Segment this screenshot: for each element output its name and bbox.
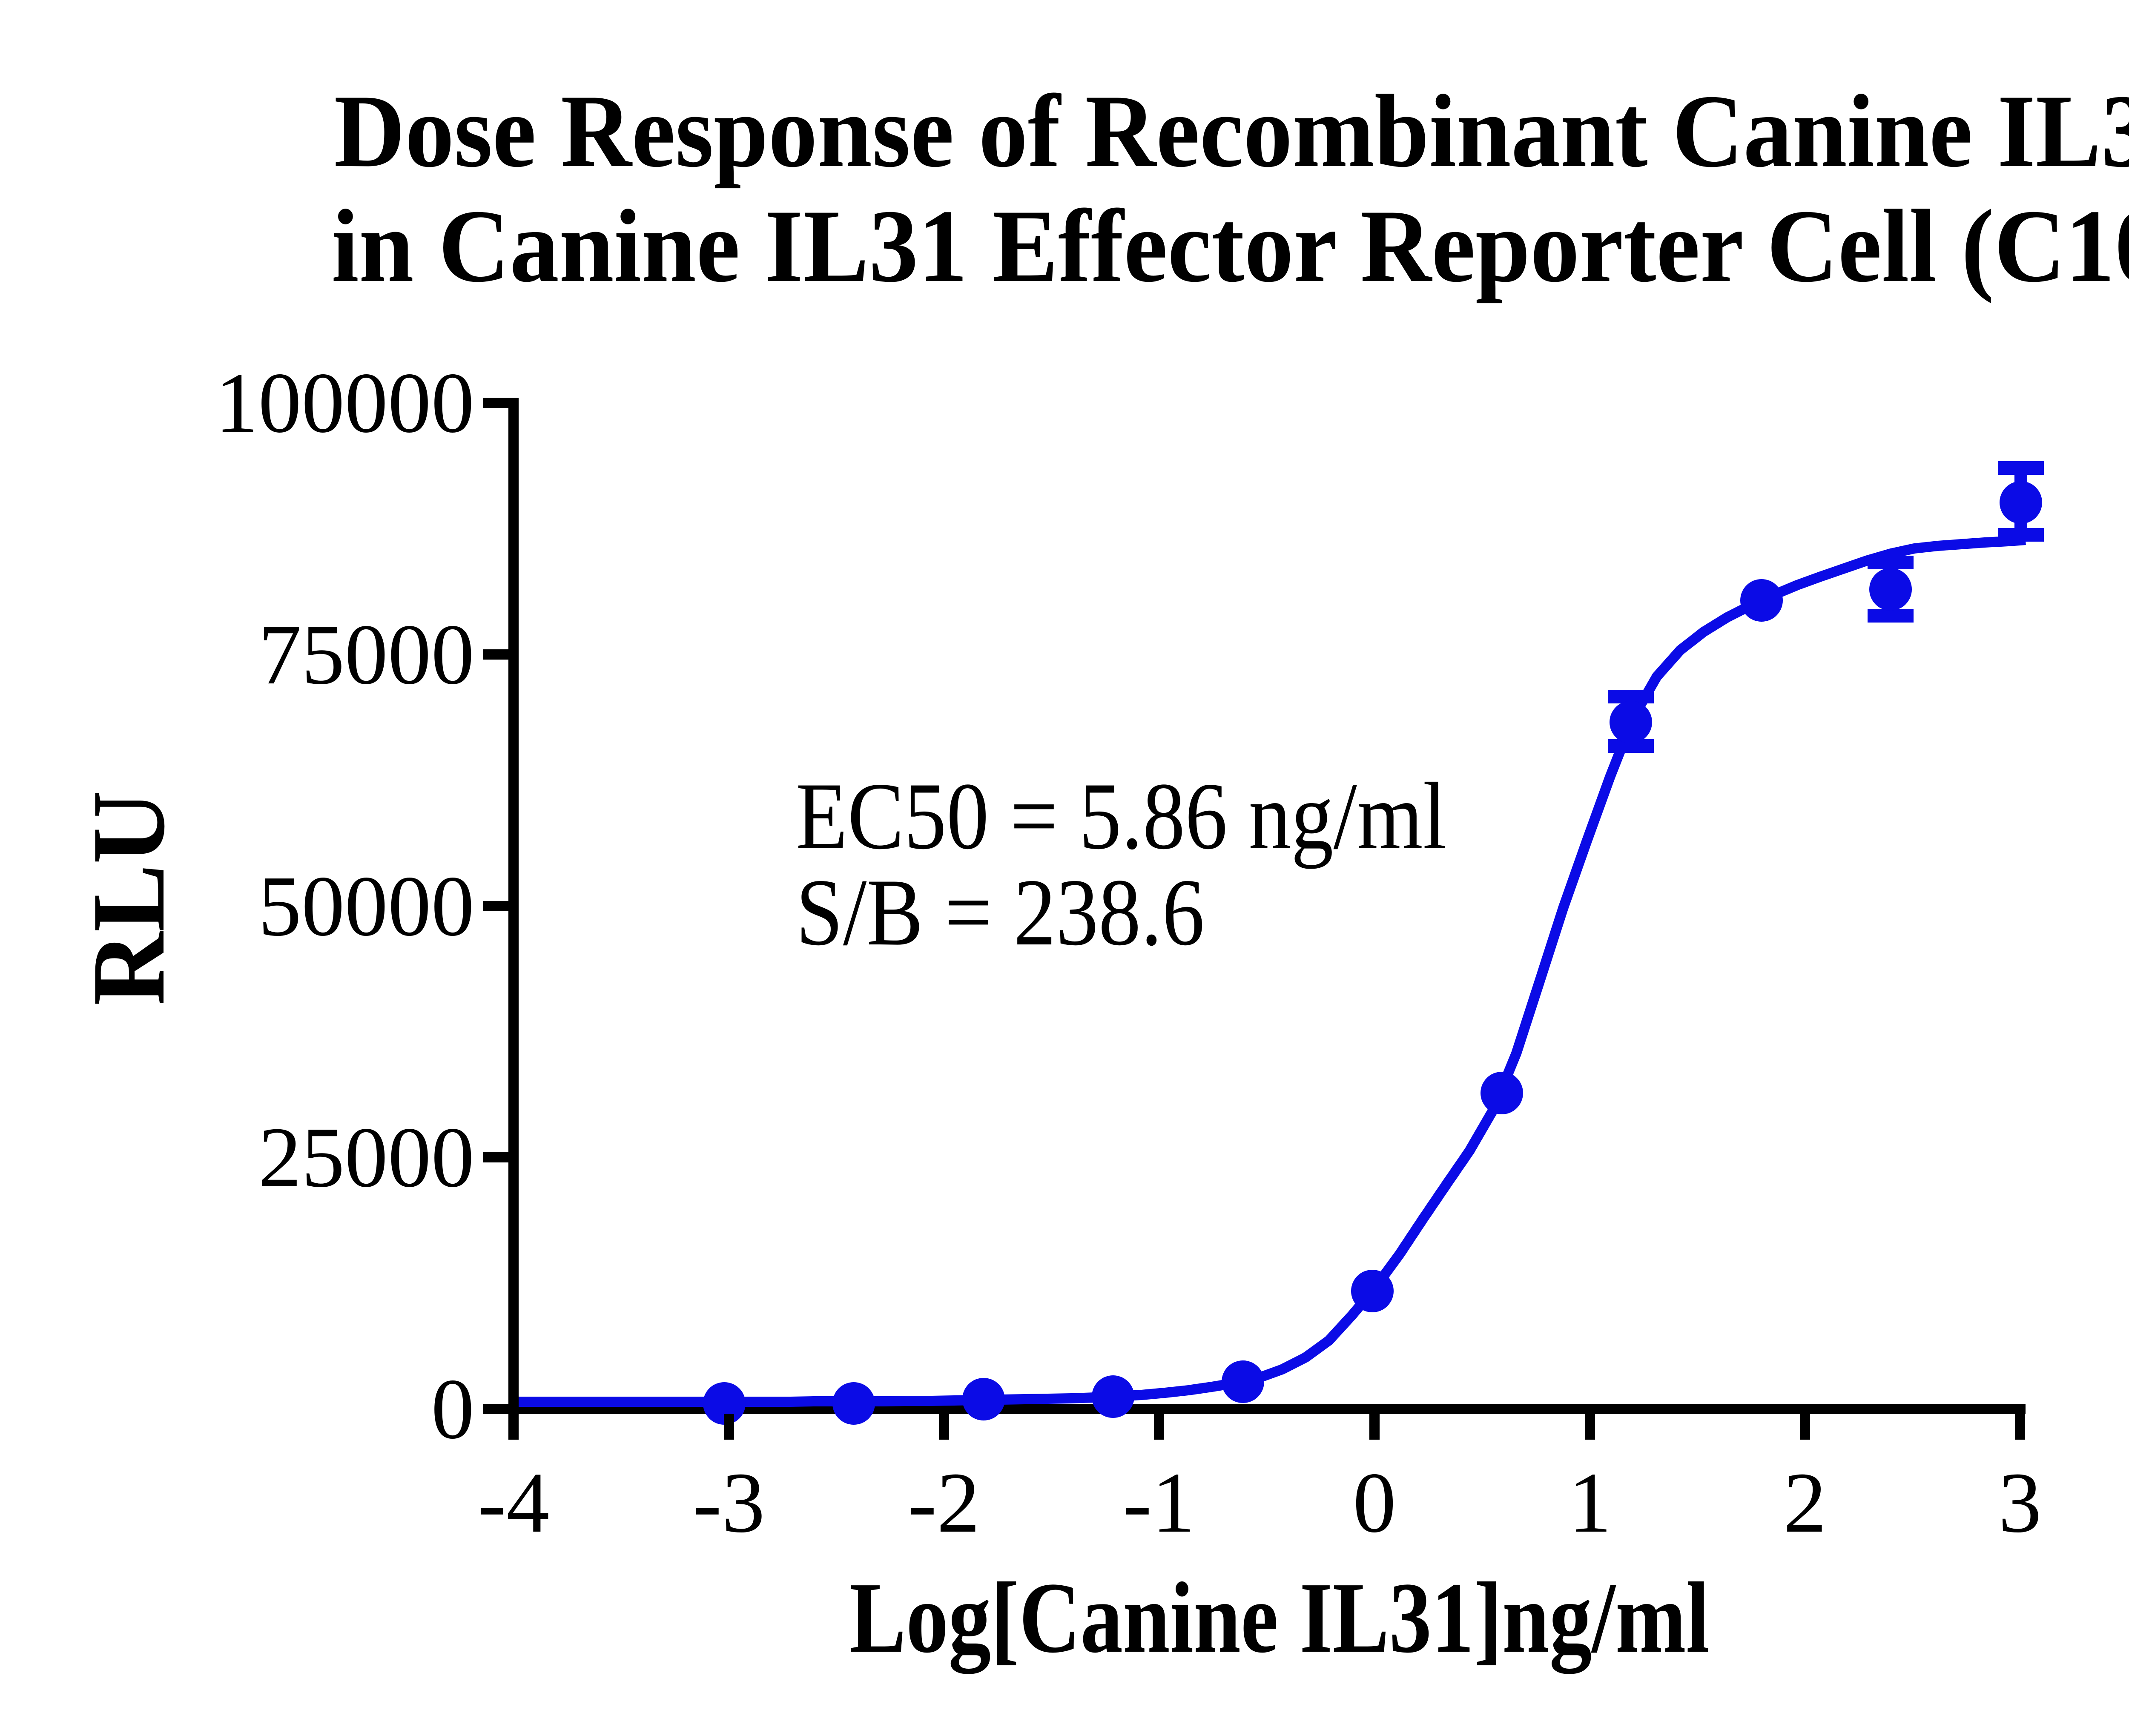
svg-text:S/B = 238.6: S/B = 238.6: [796, 859, 1205, 965]
svg-text:-3: -3: [693, 1455, 765, 1550]
svg-text:1: 1: [1568, 1455, 1612, 1550]
svg-text:0: 0: [431, 1361, 475, 1457]
svg-text:2: 2: [1783, 1455, 1827, 1550]
svg-text:25000: 25000: [258, 1109, 475, 1205]
svg-text:-2: -2: [908, 1455, 980, 1550]
svg-text:75000: 75000: [258, 606, 475, 702]
svg-text:-4: -4: [477, 1455, 549, 1550]
svg-text:Log[Canine IL31]ng/ml: Log[Canine IL31]ng/ml: [849, 1562, 1710, 1674]
svg-text:3: 3: [1998, 1455, 2042, 1550]
svg-text:0: 0: [1353, 1455, 1396, 1550]
svg-text:-1: -1: [1123, 1455, 1195, 1550]
svg-text:EC50 = 5.86 ng/ml: EC50 = 5.86 ng/ml: [796, 763, 1446, 869]
svg-text:100000: 100000: [215, 355, 474, 450]
svg-text:in Canine IL31 Effector Report: in Canine IL31 Effector Reporter Cell (C…: [332, 188, 2129, 304]
svg-text:Dose Response of Recombinant C: Dose Response of Recombinant Canine IL31: [334, 73, 2129, 189]
svg-text:50000: 50000: [258, 858, 475, 954]
svg-text:RLU: RLU: [71, 791, 186, 1006]
